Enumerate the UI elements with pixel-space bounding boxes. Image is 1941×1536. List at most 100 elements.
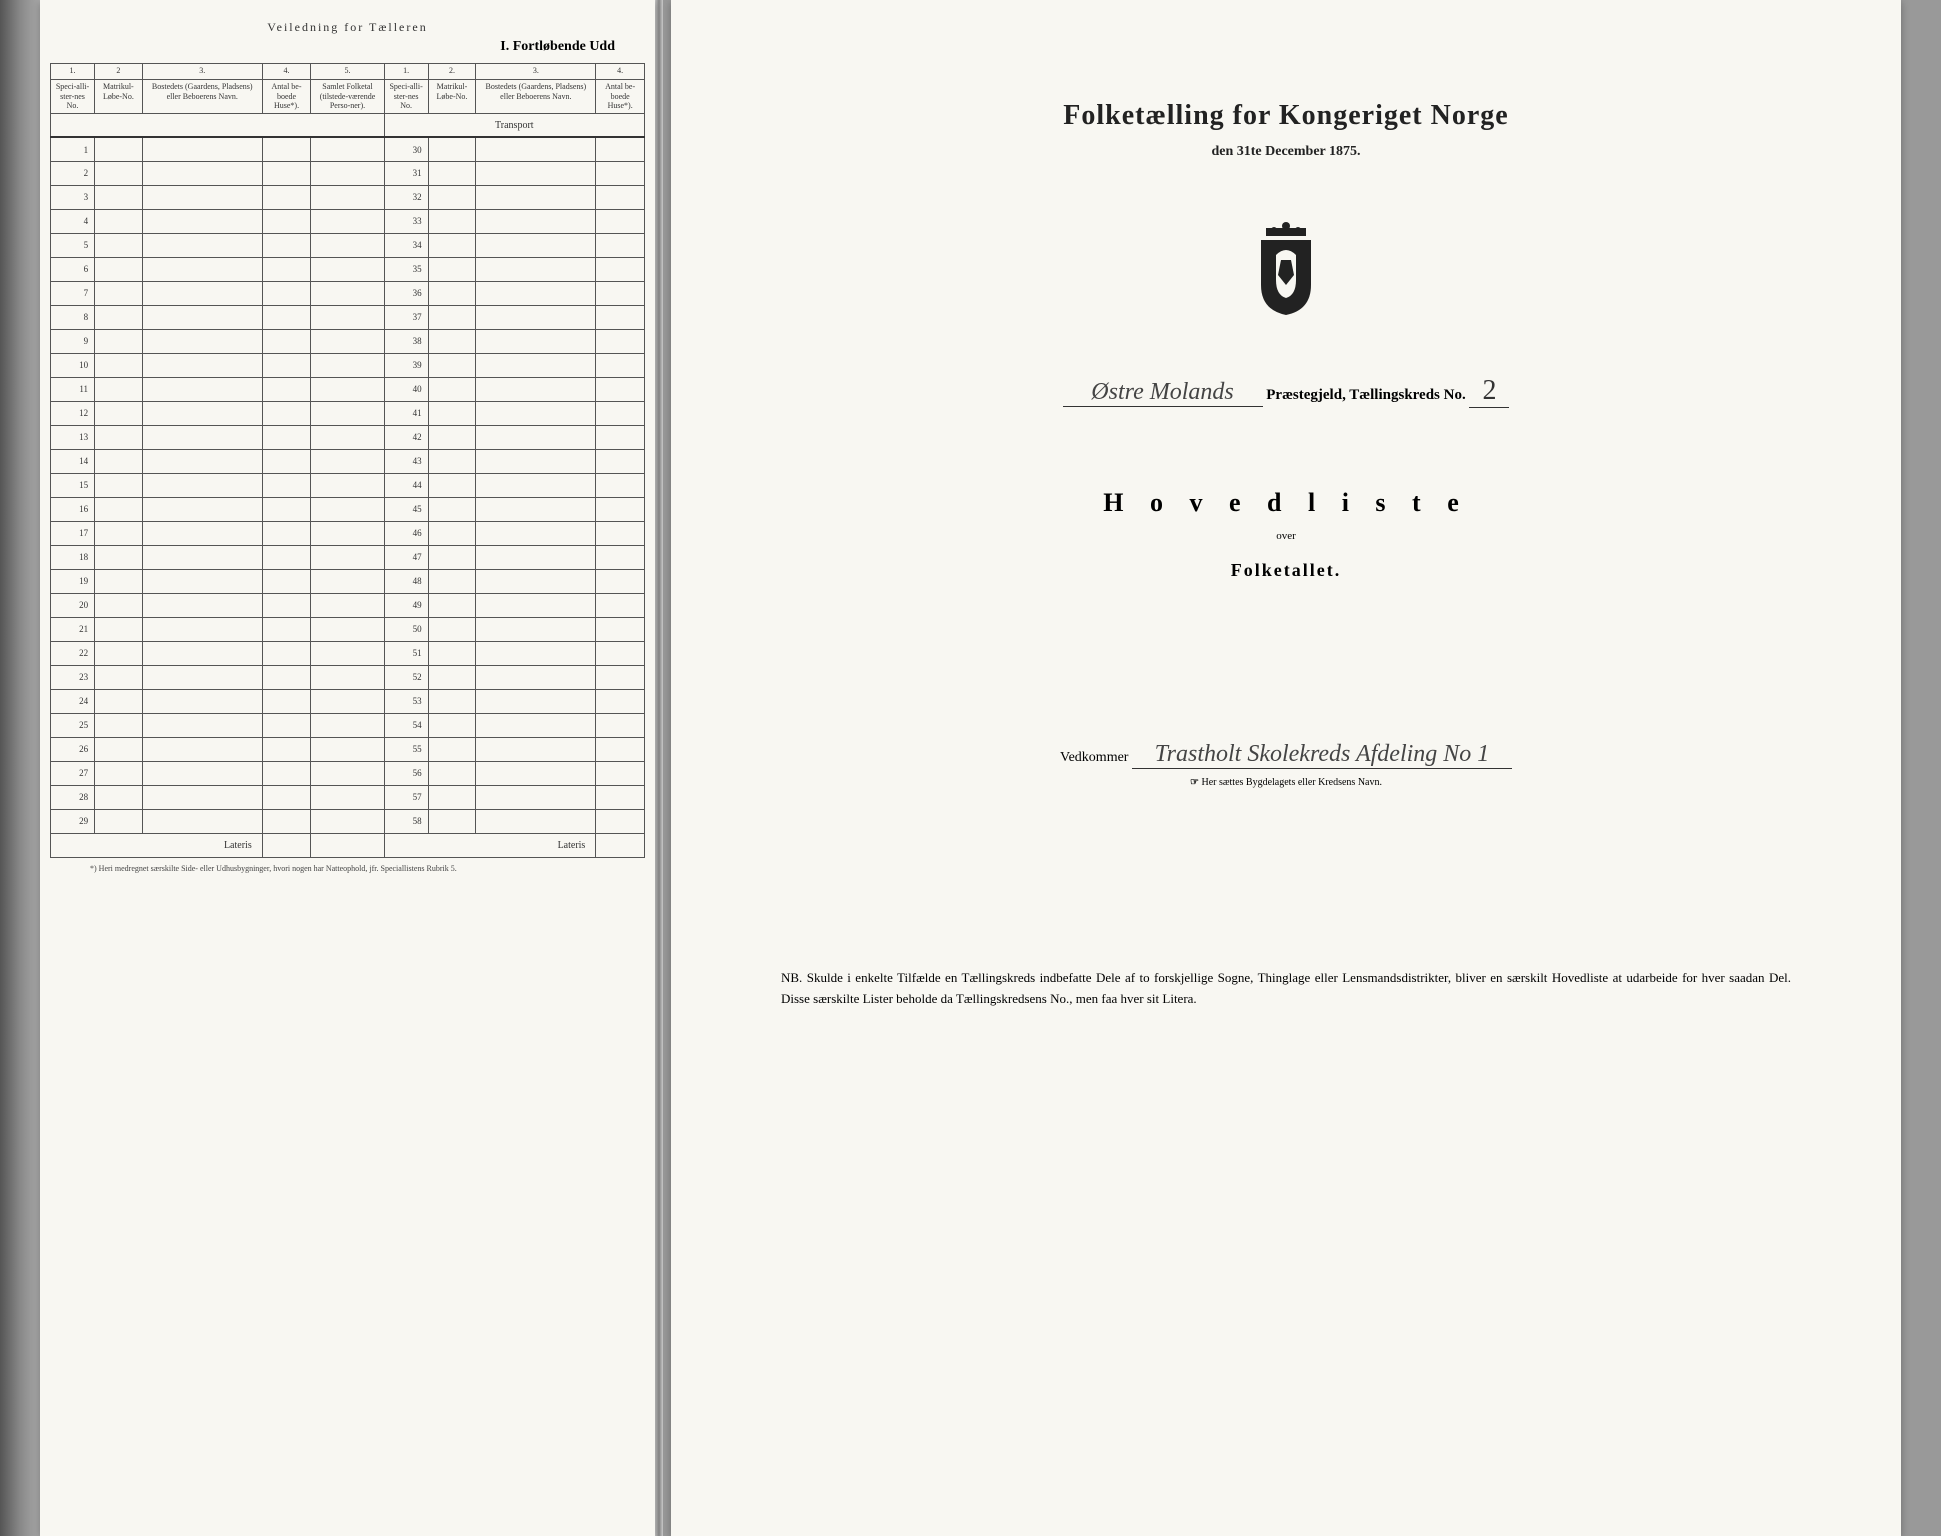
book-spread: Veiledning for Tælleren I. Fortløbende U… bbox=[0, 0, 1941, 1536]
cell bbox=[596, 593, 645, 617]
cell bbox=[476, 617, 596, 641]
cell bbox=[262, 329, 311, 353]
cell bbox=[311, 161, 384, 185]
hdr-a3: Bostedets (Gaardens, Pladsens) eller Beb… bbox=[142, 80, 262, 114]
row-no-left: 14 bbox=[51, 449, 95, 473]
cell bbox=[262, 761, 311, 785]
cell bbox=[476, 449, 596, 473]
row-no-right: 55 bbox=[384, 737, 428, 761]
colnum-a2: 2 bbox=[95, 64, 143, 80]
cell bbox=[95, 449, 143, 473]
table-row: 2857 bbox=[51, 785, 645, 809]
cell bbox=[262, 689, 311, 713]
row-no-left: 16 bbox=[51, 497, 95, 521]
cell bbox=[476, 713, 596, 737]
cell bbox=[476, 281, 596, 305]
cell bbox=[596, 353, 645, 377]
cell bbox=[262, 185, 311, 209]
table-row: 1645 bbox=[51, 497, 645, 521]
ledger-table: 1. 2 3. 4. 5. 1. 2. 3. 4. Speci-alli-ste… bbox=[50, 63, 645, 858]
cell bbox=[476, 521, 596, 545]
colnum-b1: 1. bbox=[384, 64, 428, 80]
page-gutter bbox=[655, 0, 663, 1536]
cell bbox=[596, 401, 645, 425]
cell bbox=[476, 809, 596, 833]
cell bbox=[262, 665, 311, 689]
row-no-left: 25 bbox=[51, 713, 95, 737]
cell bbox=[596, 305, 645, 329]
cell bbox=[476, 425, 596, 449]
table-row: 2150 bbox=[51, 617, 645, 641]
cell bbox=[95, 209, 143, 233]
cell bbox=[311, 257, 384, 281]
row-no-left: 15 bbox=[51, 473, 95, 497]
cell bbox=[596, 785, 645, 809]
cell bbox=[262, 473, 311, 497]
row-no-left: 18 bbox=[51, 545, 95, 569]
cell bbox=[142, 473, 262, 497]
cell bbox=[262, 377, 311, 401]
cell bbox=[311, 545, 384, 569]
cell bbox=[95, 665, 143, 689]
cell bbox=[596, 761, 645, 785]
cell bbox=[428, 281, 476, 305]
cell bbox=[476, 545, 596, 569]
cell bbox=[596, 473, 645, 497]
pointer-icon: ☞ bbox=[1190, 777, 1199, 788]
row-no-right: 49 bbox=[384, 593, 428, 617]
table-row: 2049 bbox=[51, 593, 645, 617]
row-no-right: 44 bbox=[384, 473, 428, 497]
hdr-b1: Speci-alli-ster-nes No. bbox=[384, 80, 428, 114]
cell bbox=[142, 713, 262, 737]
row-no-right: 33 bbox=[384, 209, 428, 233]
cell bbox=[142, 569, 262, 593]
row-no-left: 8 bbox=[51, 305, 95, 329]
cell bbox=[311, 473, 384, 497]
table-row: 2251 bbox=[51, 641, 645, 665]
table-row: 2958 bbox=[51, 809, 645, 833]
cell bbox=[311, 713, 384, 737]
cell bbox=[262, 569, 311, 593]
cell bbox=[142, 617, 262, 641]
table-row: 534 bbox=[51, 233, 645, 257]
cell bbox=[262, 713, 311, 737]
kreds-number: 2 bbox=[1469, 375, 1509, 408]
left-page: Veiledning for Tælleren I. Fortløbende U… bbox=[40, 0, 655, 1536]
cell bbox=[476, 473, 596, 497]
cell bbox=[428, 137, 476, 161]
row-no-right: 35 bbox=[384, 257, 428, 281]
row-no-left: 21 bbox=[51, 617, 95, 641]
cell bbox=[428, 689, 476, 713]
row-no-left: 2 bbox=[51, 161, 95, 185]
table-row: 938 bbox=[51, 329, 645, 353]
lateris-left: Lateris bbox=[51, 833, 263, 857]
nb-paragraph: NB. Skulde i enkelte Tilfælde en Tælling… bbox=[771, 968, 1801, 1010]
vedkommer-line: Vedkommer Trastholt Skolekreds Afdeling … bbox=[771, 741, 1801, 769]
left-footnote: *) Heri medregnet særskilte Side- eller … bbox=[50, 864, 645, 873]
row-no-right: 39 bbox=[384, 353, 428, 377]
right-page: Folketælling for Kongeriget Norge den 31… bbox=[671, 0, 1901, 1536]
cell bbox=[262, 425, 311, 449]
col-number-row: 1. 2 3. 4. 5. 1. 2. 3. 4. bbox=[51, 64, 645, 80]
cell bbox=[428, 401, 476, 425]
colnum-a5: 5. bbox=[311, 64, 384, 80]
hdr-b3: Bostedets (Gaardens, Pladsens) eller Beb… bbox=[476, 80, 596, 114]
cell bbox=[476, 233, 596, 257]
cell bbox=[142, 257, 262, 281]
cell bbox=[311, 185, 384, 209]
cell bbox=[428, 665, 476, 689]
cell bbox=[262, 617, 311, 641]
colnum-a1: 1. bbox=[51, 64, 95, 80]
cell bbox=[95, 593, 143, 617]
cell bbox=[311, 233, 384, 257]
row-no-right: 31 bbox=[384, 161, 428, 185]
cell bbox=[596, 665, 645, 689]
cell bbox=[95, 689, 143, 713]
cell bbox=[596, 641, 645, 665]
row-no-left: 27 bbox=[51, 761, 95, 785]
cell bbox=[428, 377, 476, 401]
cell bbox=[142, 401, 262, 425]
cell bbox=[476, 353, 596, 377]
cell bbox=[95, 377, 143, 401]
cell bbox=[95, 257, 143, 281]
